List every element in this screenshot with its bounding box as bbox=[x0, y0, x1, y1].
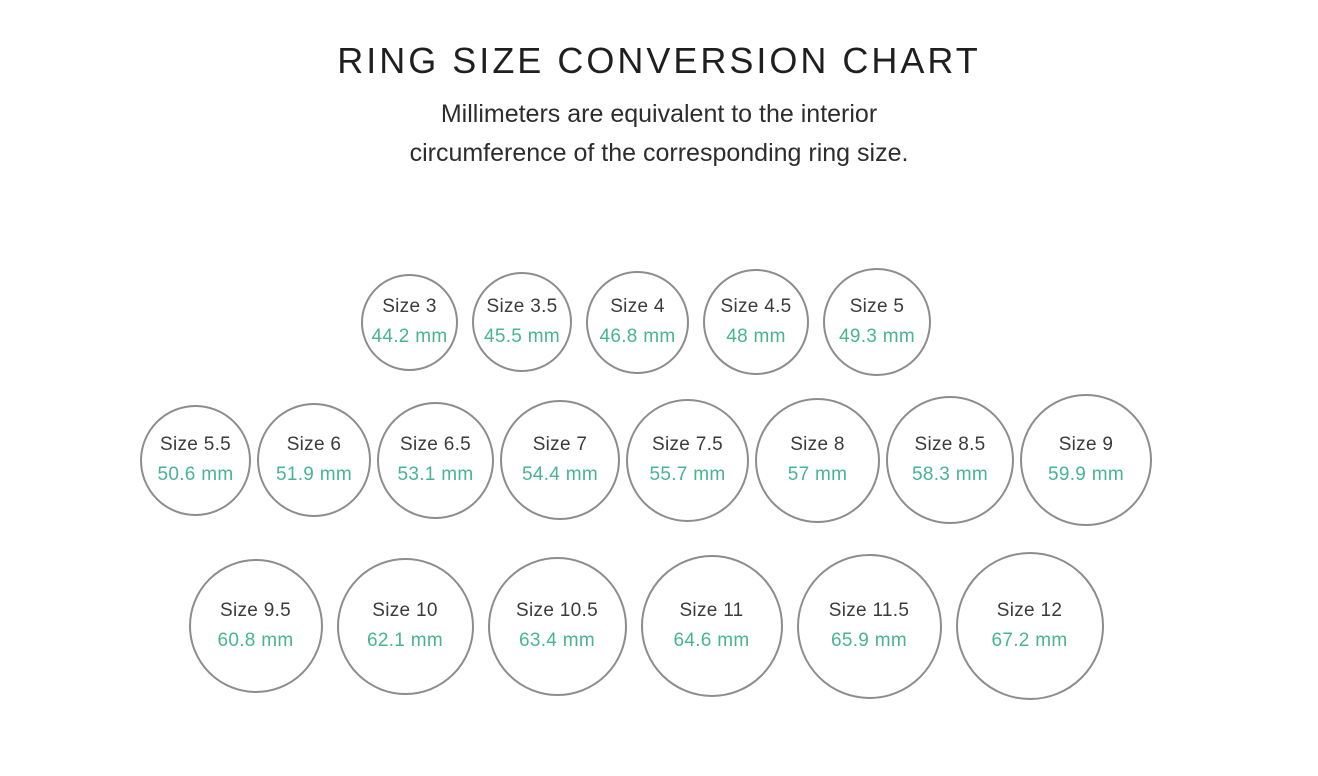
ring-mm-label: 44.2 mm bbox=[371, 326, 448, 347]
ring-circle-size-3: Size 3 44.2 mm bbox=[361, 273, 458, 371]
subtitle-line-2: circumference of the corresponding ring … bbox=[409, 139, 909, 167]
ring-circle-size-9.5: Size 9.5 60.8 mm bbox=[188, 559, 323, 693]
ring-circle-size-8.5: Size 8.5 58.3 mm bbox=[886, 396, 1014, 524]
page-title: RING SIZE CONVERSION CHART bbox=[337, 40, 981, 81]
ring-circle-size-6.5: Size 6.5 53.1 mm bbox=[377, 401, 494, 519]
ring-mm-label: 53.1 mm bbox=[397, 464, 474, 485]
ring-size-label: Size 8 bbox=[790, 434, 845, 455]
ring-mm-label: 58.3 mm bbox=[911, 464, 988, 485]
ring-mm-label: 60.8 mm bbox=[217, 630, 294, 651]
ring-mm-label: 50.6 mm bbox=[157, 464, 234, 485]
ring-circle-size-11.5: Size 11.5 65.9 mm bbox=[796, 553, 942, 699]
ring-circle-size-3.5: Size 3.5 45.5 mm bbox=[472, 272, 572, 372]
subtitle-line-1: Millimeters are equivalent to the interi… bbox=[440, 100, 878, 128]
ring-circle-size-4: Size 4 46.8 mm bbox=[586, 270, 689, 374]
ring-mm-label: 55.7 mm bbox=[649, 464, 726, 485]
ring-circle-size-5.5: Size 5.5 50.6 mm bbox=[140, 404, 251, 516]
ring-size-label: Size 7.5 bbox=[651, 434, 724, 455]
ring-mm-label: 67.2 mm bbox=[991, 630, 1068, 651]
ring-circle-size-8: Size 8 57 mm bbox=[755, 397, 880, 523]
ring-size-label: Size 6.5 bbox=[399, 434, 472, 455]
ring-size-label: Size 5.5 bbox=[159, 434, 232, 455]
page-subtitle: Millimeters are equivalent to the interi… bbox=[0, 95, 1318, 173]
ring-mm-label: 46.8 mm bbox=[599, 326, 676, 347]
ring-circle-size-4.5: Size 4.5 48 mm bbox=[703, 269, 809, 375]
ring-circle-size-12: Size 12 67.2 mm bbox=[955, 552, 1104, 700]
ring-mm-label: 63.4 mm bbox=[518, 630, 595, 651]
ring-mm-label: 64.6 mm bbox=[673, 630, 750, 651]
ring-size-label: Size 8.5 bbox=[914, 434, 986, 455]
ring-size-label: Size 5 bbox=[849, 296, 905, 317]
ring-mm-label: 57 mm bbox=[787, 464, 848, 485]
ring-size-label: Size 4.5 bbox=[720, 296, 792, 317]
ring-circle-size-10.5: Size 10.5 63.4 mm bbox=[487, 556, 627, 696]
ring-circle-size-7.5: Size 7.5 55.7 mm bbox=[626, 398, 749, 522]
ring-size-label: Size 9.5 bbox=[219, 600, 292, 621]
ring-row-3: Size 9.5 60.8 mm Size 10 62.1 mm Size 10.5 63… bbox=[0, 552, 1305, 700]
ring-size-label: Size 11 bbox=[679, 600, 744, 621]
ring-circle-size-6: Size 6 51.9 mm bbox=[257, 403, 371, 517]
ring-size-label: Size 10.5 bbox=[516, 600, 598, 621]
ring-mm-label: 65.9 mm bbox=[830, 630, 907, 651]
ring-size-label: Size 11.5 bbox=[828, 600, 910, 621]
ring-mm-label: 54.4 mm bbox=[521, 464, 598, 485]
ring-circle-size-11: Size 11 64.6 mm bbox=[640, 555, 783, 697]
ring-circle-size-7: Size 7 54.4 mm bbox=[500, 400, 620, 520]
ring-mm-label: 51.9 mm bbox=[275, 464, 352, 485]
ring-chart: Size 3 44.2 mm Size 3.5 45.5 mm Size 4 46.8 m… bbox=[0, 40, 1318, 776]
ring-row-1: Size 3 44.2 mm Size 3.5 45.5 mm Size 4 46.8 m… bbox=[0, 268, 1305, 376]
page: RING SIZE CONVERSION CHART Millimeters a… bbox=[0, 40, 1318, 776]
ring-size-label: Size 3 bbox=[382, 296, 437, 317]
ring-circle-size-9: Size 9 59.9 mm bbox=[1020, 394, 1152, 526]
ring-mm-label: 48 mm bbox=[726, 326, 786, 347]
ring-circle-size-10: Size 10 62.1 mm bbox=[336, 557, 474, 695]
ring-size-label: Size 9 bbox=[1058, 434, 1114, 455]
ring-size-label: Size 3.5 bbox=[486, 296, 558, 317]
ring-size-label: Size 6 bbox=[286, 434, 342, 455]
ring-size-label: Size 4 bbox=[610, 296, 665, 317]
ring-circle-size-5: Size 5 49.3 mm bbox=[823, 268, 931, 376]
ring-mm-label: 62.1 mm bbox=[366, 630, 443, 651]
ring-row-2: Size 5.5 50.6 mm Size 6 51.9 mm Size 6.5 53.1… bbox=[0, 394, 1305, 526]
ring-size-label: Size 12 bbox=[996, 600, 1063, 621]
ring-size-label: Size 10 bbox=[372, 600, 438, 621]
ring-mm-label: 49.3 mm bbox=[838, 326, 915, 347]
ring-mm-label: 59.9 mm bbox=[1047, 464, 1124, 485]
ring-mm-label: 45.5 mm bbox=[483, 326, 560, 347]
ring-size-label: Size 7 bbox=[532, 434, 588, 455]
